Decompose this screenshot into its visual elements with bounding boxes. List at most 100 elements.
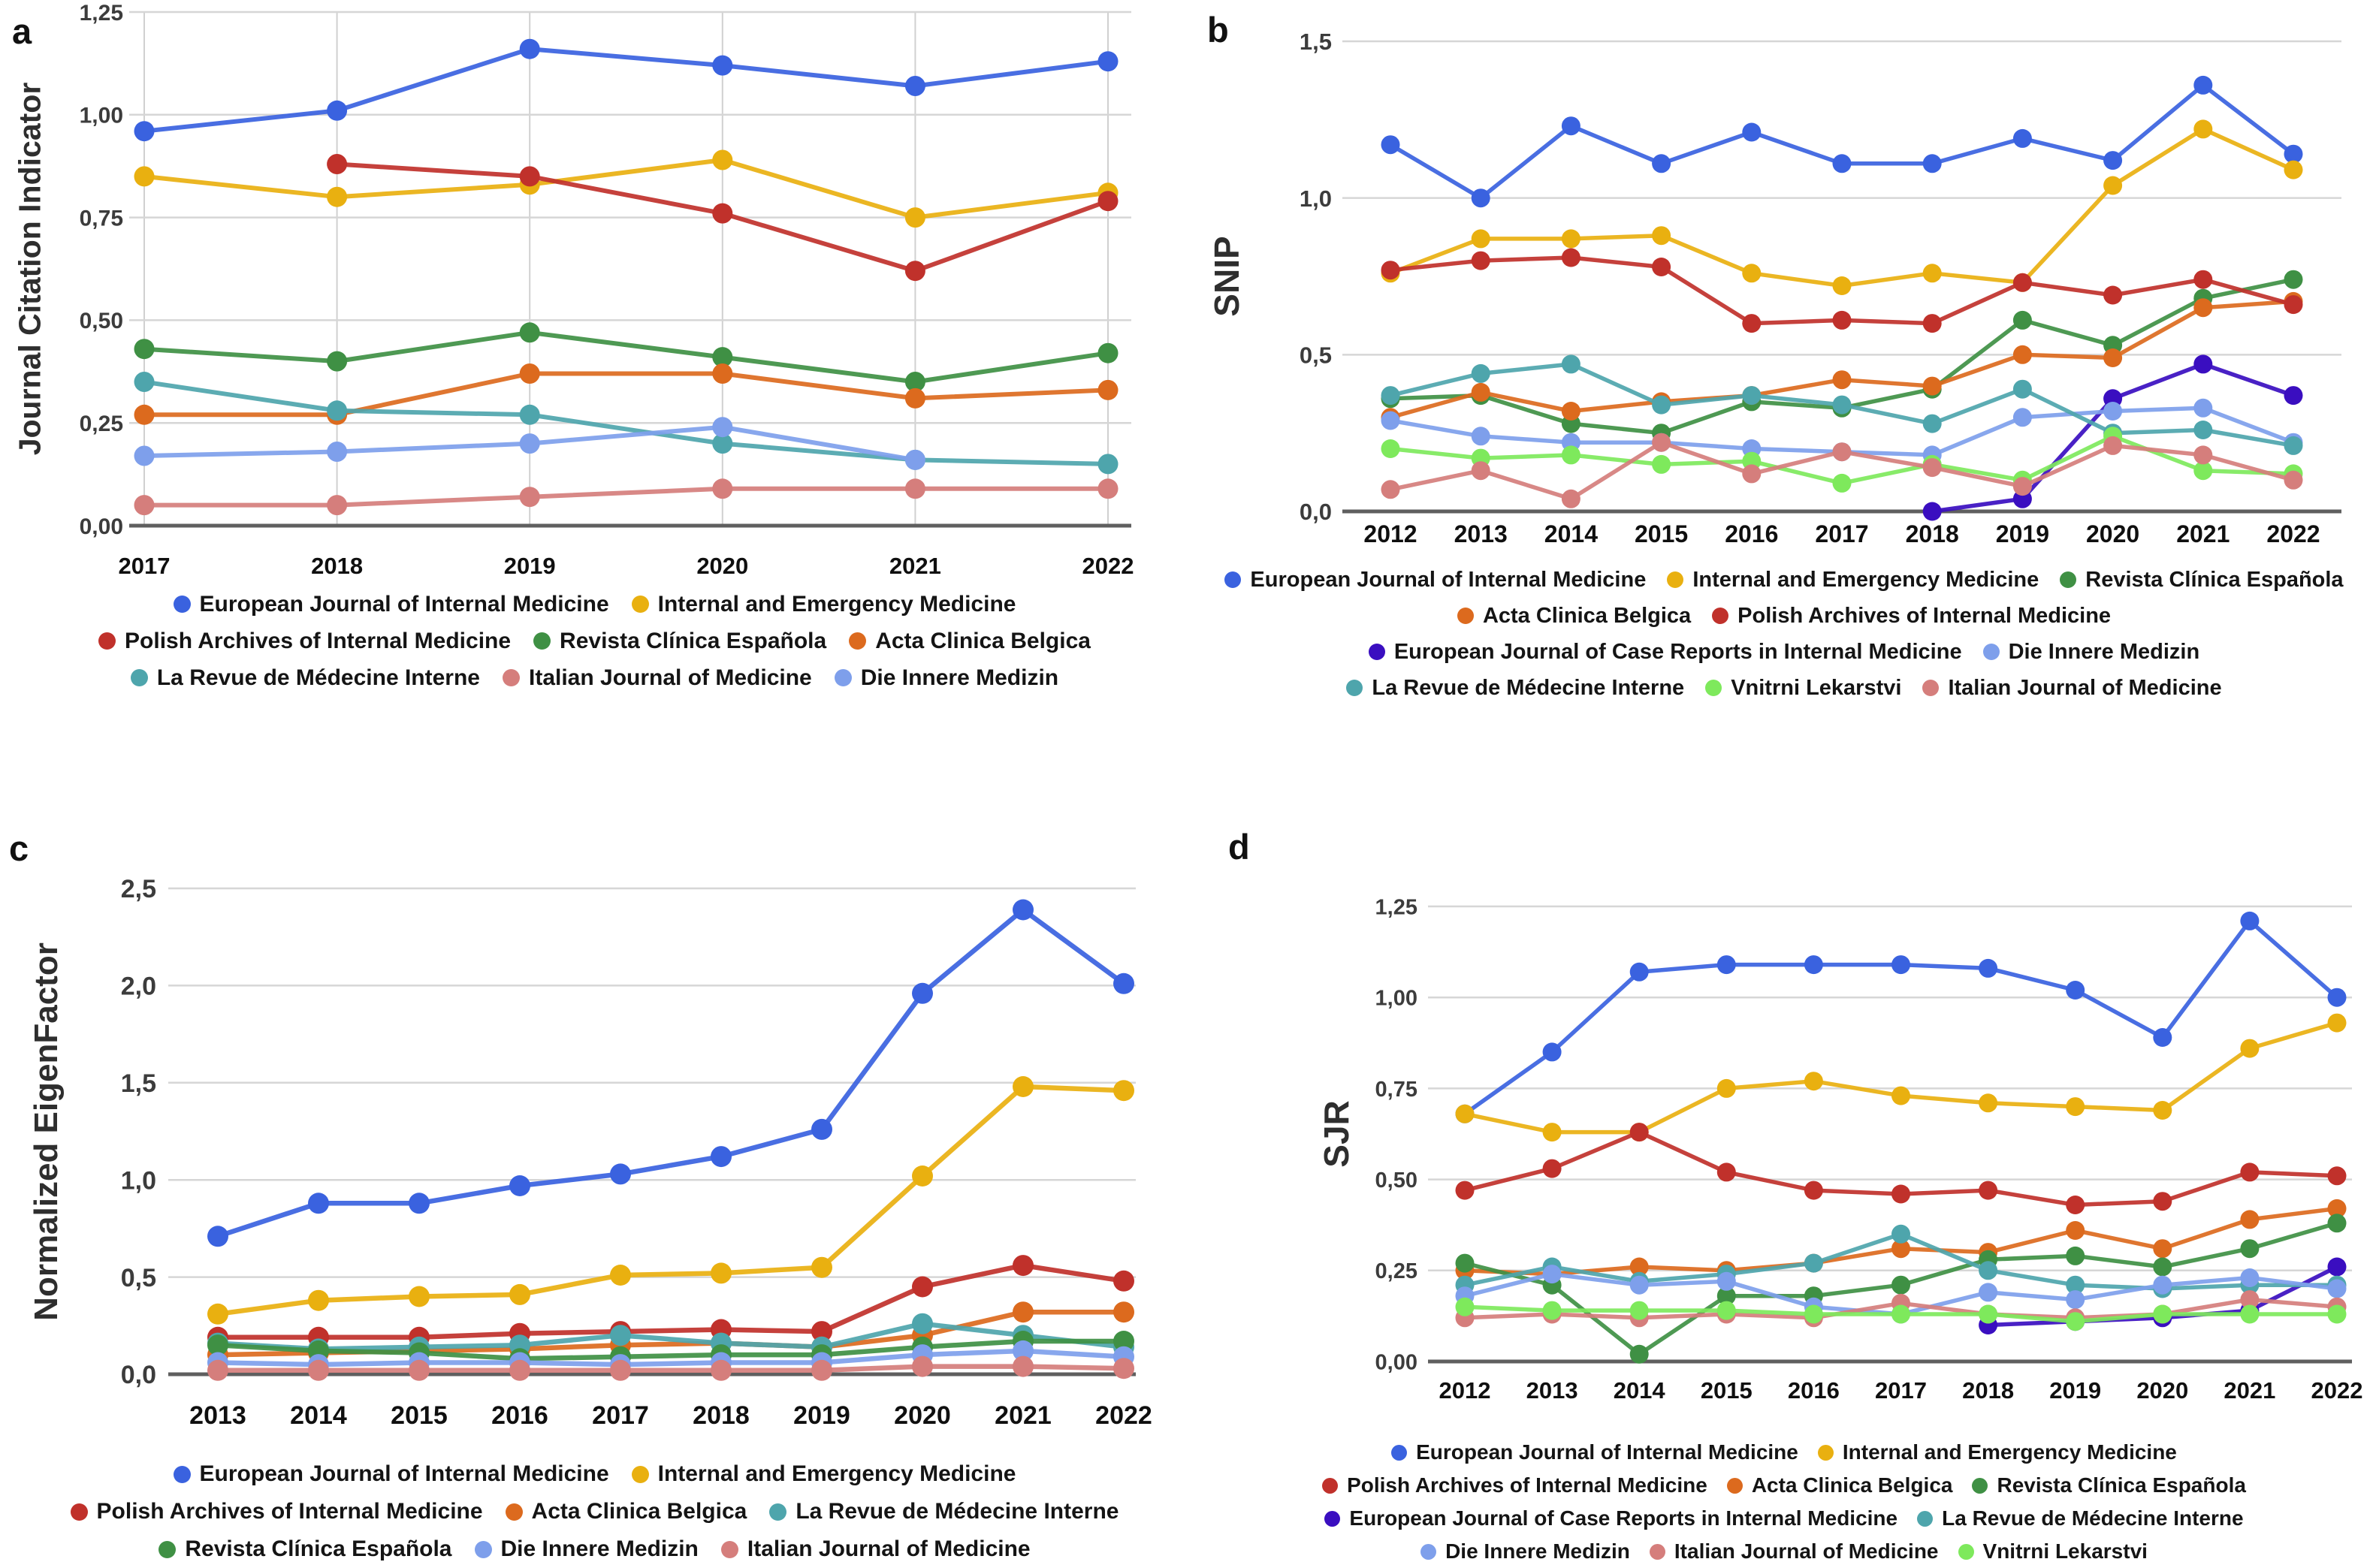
data-point <box>2066 1246 2085 1265</box>
data-point <box>308 1289 329 1311</box>
data-point <box>2284 295 2303 315</box>
y-tick-label: 0,75 <box>80 206 123 231</box>
legend-item: La Revue de Médecine Interne <box>130 665 480 691</box>
data-point <box>1542 1042 1562 1062</box>
data-point <box>134 339 155 360</box>
panel-c: c Normalized EigenFactor 0,0 0,5 1,0 1,5 2,0… <box>0 775 1189 1561</box>
legend-label: Die Innere Medizin <box>2008 639 2200 664</box>
data-point <box>2284 160 2303 179</box>
x-tick-label: 2012 <box>1363 520 1417 547</box>
data-point <box>1804 955 1823 975</box>
legend-dot-icon <box>2060 571 2077 588</box>
legend-dot-icon <box>1368 644 1385 660</box>
data-point <box>1013 1355 1034 1377</box>
data-point <box>1742 122 1762 142</box>
data-point <box>1542 1123 1562 1142</box>
series-line <box>1389 83 2295 201</box>
legend-row: Polish Archives of Internal Medicine Revi… <box>0 623 1189 659</box>
y-axis-title-a: Journal Citation Indicator <box>12 82 47 456</box>
y-tick-label: 0,0 <box>1300 499 1332 525</box>
legend-dot-icon <box>1224 571 1242 588</box>
data-point <box>327 100 348 121</box>
data-point <box>2193 445 2213 465</box>
legend-label: Internal and Emergency Medicine <box>657 1461 1016 1486</box>
data-point <box>2240 1039 2260 1058</box>
y-tick-label: 1,5 <box>1300 29 1332 55</box>
legend-label: La Revue de Médecine Interne <box>1372 675 1685 700</box>
legend-label: Internal and Emergency Medicine <box>657 591 1016 617</box>
legend-label: European Journal of Case Reports in Inte… <box>1393 639 1962 664</box>
data-point <box>712 347 733 368</box>
data-point <box>1804 1072 1823 1091</box>
data-point <box>1381 135 1400 155</box>
data-point <box>712 203 733 224</box>
data-point <box>2240 911 2260 930</box>
x-tick-label: 2015 <box>391 1401 448 1430</box>
data-point <box>1716 1301 1736 1320</box>
data-point <box>409 1193 430 1214</box>
legend-dot-icon <box>533 632 551 650</box>
x-tick-label: 2014 <box>290 1401 347 1430</box>
legend-dot-icon <box>474 1540 492 1558</box>
data-point <box>519 433 540 454</box>
data-point <box>1832 370 1852 390</box>
data-point <box>1097 478 1119 499</box>
data-point <box>1097 191 1119 212</box>
panel-letter-a: a <box>12 11 32 51</box>
data-point <box>2103 285 2123 305</box>
legend-label: Italian Journal of Medicine <box>1674 1539 1939 1563</box>
legend-row: Revista Clínica Española Die Innere Mediz… <box>0 1530 1189 1568</box>
legend-dot-icon <box>70 1503 88 1521</box>
legend-dot-icon <box>1922 680 1940 696</box>
data-point <box>1097 379 1119 400</box>
data-point <box>2240 1210 2260 1229</box>
y-tick-label: 0,25 <box>1375 1259 1417 1283</box>
legend-label: Die Innere Medizin <box>1445 1539 1630 1563</box>
data-point <box>519 322 540 343</box>
data-point <box>1561 354 1580 374</box>
legend-item: European Journal of Internal Medicine <box>173 1461 609 1487</box>
x-tick-label: 2022 <box>1095 1401 1152 1430</box>
data-point <box>1455 1181 1475 1200</box>
legend-row: Die Innere Medizin Italian Journal of Med… <box>1189 1535 2379 1568</box>
data-point <box>2066 1275 2085 1295</box>
legend-dot-icon <box>834 669 852 686</box>
line-chart-b: 0,0 0,5 1,0 1,5 2012 2013 2014 2015 2016 2017 2018… <box>1300 29 2341 547</box>
data-point <box>1716 1271 1736 1291</box>
data-point <box>1542 1301 1562 1320</box>
legend-label: Italian Journal of Medicine <box>529 665 812 690</box>
data-point <box>1742 464 1762 484</box>
legend-label: Revista Clínica Española <box>560 628 827 653</box>
legend-row: La Revue de Médecine Interne Italian Jour… <box>0 659 1189 696</box>
y-tick-label: 0,0 <box>121 1361 156 1389</box>
legend-item: Acta Clinica Belgica <box>1726 1473 1952 1497</box>
data-point <box>1922 314 1942 333</box>
data-point <box>2240 1304 2260 1324</box>
data-point <box>2103 151 2123 170</box>
data-point <box>1381 439 1400 458</box>
panel-d: d SJR 0,00 0,25 0,50 0,75 1,00 1,25 2012 2013 20… <box>1189 775 2379 1563</box>
data-point <box>1742 314 1762 333</box>
legend-dot-icon <box>130 669 148 686</box>
x-tick-label: 2015 <box>1635 520 1688 547</box>
data-point <box>610 1265 631 1286</box>
data-point <box>1979 1093 1998 1113</box>
panel-letter-b: b <box>1207 10 1229 50</box>
legend-item: Revista Clínica Española <box>158 1536 452 1562</box>
data-point <box>2012 408 2032 427</box>
legend-dot-icon <box>158 1540 177 1558</box>
x-tick-label: 2017 <box>1875 1377 1927 1404</box>
data-point <box>2153 1257 2172 1277</box>
y-tick-label: 0,50 <box>1375 1168 1417 1193</box>
x-tick-label: 2013 <box>189 1401 246 1430</box>
data-point <box>134 404 155 425</box>
legend-label: Acta Clinica Belgica <box>875 628 1091 653</box>
y-tick-label: 1,0 <box>1300 185 1332 212</box>
data-point <box>2012 379 2032 399</box>
line-chart-a: 0,00 0,25 0,50 0,75 1,00 1,25 2017 2018 2019 2020… <box>80 1 1134 579</box>
data-point <box>811 1256 832 1278</box>
legend-row: La Revue de Médecine Interne Vnitrni Leka… <box>1189 670 2379 706</box>
panel-b: b SNIP 0,0 0,5 1,0 1,5 2012 2013 2014 2015 2016 2… <box>1189 0 2379 775</box>
data-point <box>1561 229 1580 249</box>
x-tick-label: 2022 <box>2266 520 2320 547</box>
